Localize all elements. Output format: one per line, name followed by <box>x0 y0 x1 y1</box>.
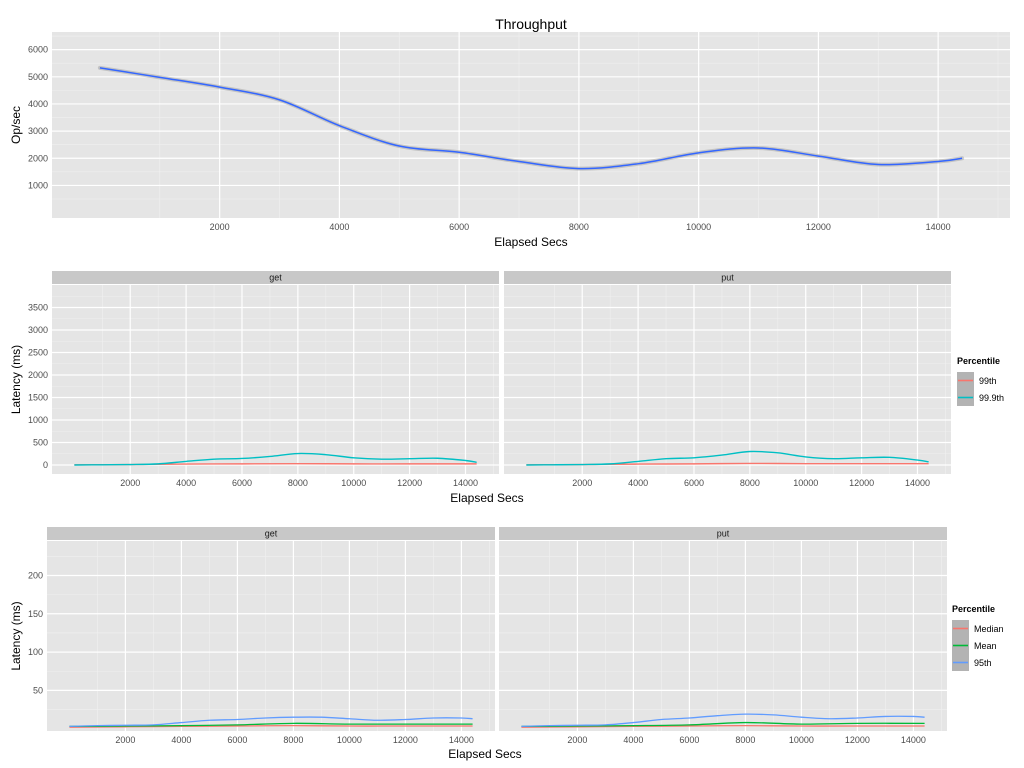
x-tick-label: 6000 <box>232 478 252 488</box>
x-tick-label: 14000 <box>901 735 926 745</box>
x-tick-label: 8000 <box>569 222 589 232</box>
y-tick-label: 2000 <box>28 153 48 163</box>
facet-strip <box>47 527 495 540</box>
y-tick-label: 2500 <box>28 348 48 358</box>
series-line-99-9th <box>526 450 929 466</box>
facet-strip-label: get <box>269 273 282 283</box>
x-tick-label: 4000 <box>171 735 191 745</box>
x-tick-label: 12000 <box>397 478 422 488</box>
legend-label: 95th <box>974 658 992 668</box>
y-axis-title: Latency (ms) <box>9 601 23 670</box>
panel-background <box>499 541 947 731</box>
x-tick-label: 4000 <box>623 735 643 745</box>
x-tick-label: 12000 <box>845 735 870 745</box>
x-tick-label: 14000 <box>449 735 474 745</box>
panel-background <box>504 285 951 474</box>
x-tick-label: 8000 <box>288 478 308 488</box>
x-tick-label: 14000 <box>905 478 930 488</box>
facet-strip <box>499 527 947 540</box>
x-axis-title: Elapsed Secs <box>448 747 521 761</box>
x-tick-label: 10000 <box>341 478 366 488</box>
y-tick-label: 1000 <box>28 180 48 190</box>
facet-strip-label: put <box>717 529 730 539</box>
y-tick-label: 50 <box>33 685 43 695</box>
x-tick-label: 4000 <box>329 222 349 232</box>
legend-title: Percentile <box>952 604 995 614</box>
y-tick-label: 6000 <box>28 45 48 55</box>
chart-title: Throughput <box>495 16 567 32</box>
x-tick-label: 14000 <box>453 478 478 488</box>
y-tick-label: 150 <box>28 609 43 619</box>
x-tick-label: 10000 <box>789 735 814 745</box>
x-tick-label: 6000 <box>227 735 247 745</box>
x-tick-label: 8000 <box>283 735 303 745</box>
x-tick-label: 12000 <box>849 478 874 488</box>
x-tick-label: 8000 <box>735 735 755 745</box>
y-axis-title: Latency (ms) <box>9 345 23 414</box>
y-tick-label: 5000 <box>28 72 48 82</box>
y-tick-label: 4000 <box>28 99 48 109</box>
x-tick-label: 12000 <box>393 735 418 745</box>
x-tick-label: 12000 <box>806 222 831 232</box>
facet-strip-label: put <box>721 273 734 283</box>
facet-strip <box>504 271 951 284</box>
y-tick-label: 1500 <box>28 393 48 403</box>
series-line-mean <box>69 722 473 728</box>
x-axis-title: Elapsed Secs <box>494 235 567 249</box>
x-tick-label: 10000 <box>686 222 711 232</box>
legend-label: Median <box>974 624 1004 634</box>
x-tick-label: 6000 <box>679 735 699 745</box>
y-tick-label: 100 <box>28 647 43 657</box>
panel-background <box>47 541 495 731</box>
x-axis-title: Elapsed Secs <box>450 491 523 505</box>
legend-label: 99.9th <box>979 393 1004 403</box>
y-tick-label: 3000 <box>28 126 48 136</box>
x-tick-label: 8000 <box>740 478 760 488</box>
y-tick-label: 3000 <box>28 325 48 335</box>
facet-strip <box>52 271 499 284</box>
y-tick-label: 0 <box>43 460 48 470</box>
x-tick-label: 4000 <box>628 478 648 488</box>
y-tick-label: 3500 <box>28 303 48 313</box>
series-line-median <box>69 724 473 728</box>
series-line-median <box>521 724 925 728</box>
series-line-95th <box>521 713 925 728</box>
y-axis-title: Op/sec <box>9 106 23 144</box>
x-tick-label: 6000 <box>684 478 704 488</box>
series-line-mean <box>521 721 925 728</box>
legend-label: Mean <box>974 641 997 651</box>
x-tick-label: 2000 <box>567 735 587 745</box>
x-tick-label: 2000 <box>210 222 230 232</box>
panel-background <box>52 285 499 474</box>
y-tick-label: 500 <box>33 438 48 448</box>
x-tick-label: 6000 <box>449 222 469 232</box>
x-tick-label: 2000 <box>115 735 135 745</box>
x-tick-label: 4000 <box>176 478 196 488</box>
series-line-95th <box>69 716 473 728</box>
series-line-99-9th <box>74 452 477 466</box>
x-tick-label: 10000 <box>337 735 362 745</box>
series-line-throughput <box>99 67 963 170</box>
x-tick-label: 14000 <box>926 222 951 232</box>
facet-strip-label: get <box>265 529 278 539</box>
x-tick-label: 10000 <box>793 478 818 488</box>
y-tick-label: 200 <box>28 570 43 580</box>
x-tick-label: 2000 <box>572 478 592 488</box>
y-tick-label: 2000 <box>28 370 48 380</box>
legend-label: 99th <box>979 376 997 386</box>
x-tick-label: 2000 <box>120 478 140 488</box>
legend-title: Percentile <box>957 356 1000 366</box>
y-tick-label: 1000 <box>28 415 48 425</box>
panel-background <box>52 32 1010 218</box>
